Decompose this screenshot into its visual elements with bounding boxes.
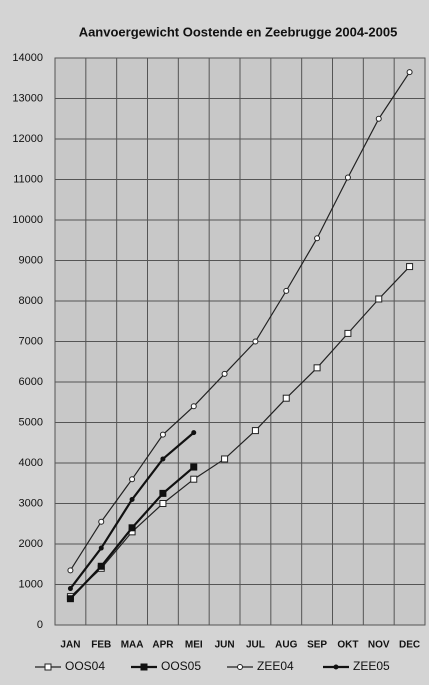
marker bbox=[128, 524, 136, 532]
x-tick-label: AUG bbox=[275, 640, 297, 651]
marker bbox=[344, 174, 351, 181]
x-tick-label: JUL bbox=[246, 640, 265, 651]
legend-label: OOS05 bbox=[161, 659, 201, 673]
y-tick-label: 5000 bbox=[19, 416, 43, 428]
y-tick-label: 6000 bbox=[19, 376, 43, 388]
marker bbox=[283, 287, 290, 294]
marker bbox=[406, 69, 413, 76]
marker bbox=[66, 595, 74, 603]
series-line bbox=[70, 266, 411, 598]
series-line bbox=[69, 71, 411, 571]
x-tick-label: MAA bbox=[121, 640, 144, 651]
marker bbox=[375, 115, 382, 122]
marker bbox=[67, 586, 73, 592]
marker bbox=[190, 403, 197, 410]
marker bbox=[160, 456, 166, 462]
marker bbox=[221, 370, 228, 377]
y-tick-label: 1000 bbox=[19, 578, 43, 590]
legend-label: OOS04 bbox=[65, 659, 105, 673]
x-tick-label: SEP bbox=[307, 640, 327, 651]
marker bbox=[252, 338, 259, 345]
marker bbox=[251, 427, 259, 435]
x-tick-label: JUN bbox=[215, 640, 235, 651]
legend-label: ZEE04 bbox=[257, 659, 294, 673]
legend-marker bbox=[333, 664, 339, 670]
y-tick-label: 14000 bbox=[12, 52, 43, 64]
marker bbox=[159, 489, 167, 497]
x-tick-label: MEI bbox=[185, 640, 203, 651]
marker bbox=[190, 463, 198, 471]
legend-label: ZEE05 bbox=[353, 659, 390, 673]
marker bbox=[375, 295, 383, 303]
x-tick-label: FEB bbox=[91, 640, 111, 651]
y-tick-label: 0 bbox=[37, 619, 43, 631]
y-tick-label: 10000 bbox=[12, 214, 43, 226]
y-tick-label: 12000 bbox=[12, 133, 43, 145]
x-tick-label: NOV bbox=[368, 640, 390, 651]
x-tick-label: DEC bbox=[399, 640, 420, 651]
legend-marker bbox=[140, 663, 148, 671]
y-tick-label: 9000 bbox=[19, 254, 43, 266]
marker bbox=[221, 455, 229, 463]
marker bbox=[98, 518, 105, 525]
marker bbox=[282, 394, 290, 402]
y-tick-label: 7000 bbox=[19, 335, 43, 347]
marker bbox=[97, 562, 105, 570]
marker bbox=[314, 235, 321, 242]
y-tick-label: 11000 bbox=[13, 173, 43, 185]
x-tick-label: APR bbox=[152, 640, 174, 651]
marker bbox=[406, 263, 414, 271]
chart-title: Aanvoergewicht Oostende en Zeebrugge 200… bbox=[79, 24, 398, 39]
marker bbox=[98, 545, 104, 551]
y-tick-label: 4000 bbox=[19, 457, 43, 469]
y-tick-label: 3000 bbox=[19, 497, 43, 509]
marker bbox=[191, 430, 197, 436]
marker bbox=[313, 364, 321, 372]
marker bbox=[129, 476, 136, 483]
marker bbox=[67, 567, 74, 574]
marker bbox=[344, 329, 352, 337]
y-tick-label: 13000 bbox=[12, 92, 43, 104]
x-tick-label: OKT bbox=[337, 640, 358, 651]
x-tick-label: JAN bbox=[60, 640, 80, 651]
marker bbox=[159, 500, 167, 507]
y-tick-label: 8000 bbox=[19, 295, 43, 307]
marker bbox=[159, 431, 166, 438]
legend-marker bbox=[237, 664, 243, 670]
marker bbox=[129, 496, 135, 502]
y-tick-label: 2000 bbox=[19, 538, 43, 550]
legend-marker bbox=[44, 663, 52, 671]
marker bbox=[190, 475, 198, 483]
